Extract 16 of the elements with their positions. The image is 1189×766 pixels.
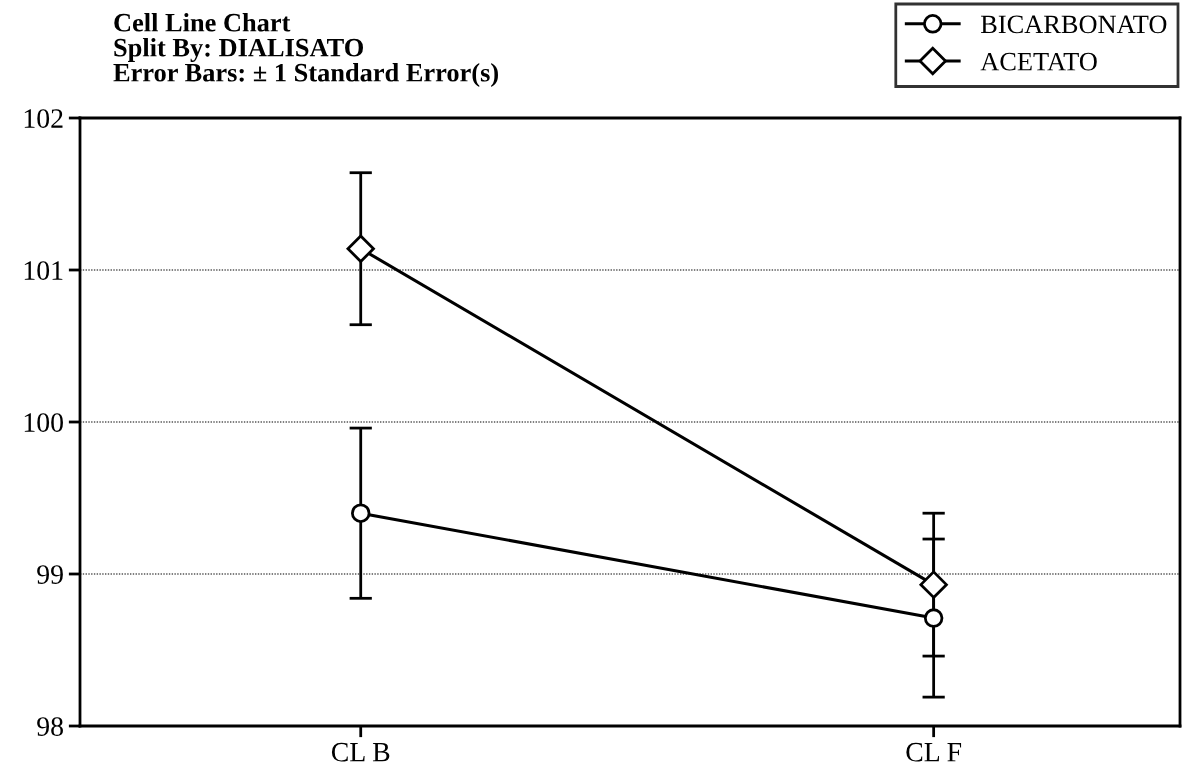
- legend-label: ACETATO: [980, 52, 1097, 71]
- point: [923, 608, 944, 628]
- text: Error Bars: ± 1 Standard Error(s): [113, 63, 498, 87]
- y-tick-label: 99: [37, 565, 63, 584]
- chart-subtitle: Split By: DIALISATO: [114, 38, 363, 62]
- point: [919, 570, 948, 599]
- legend-label: BICARBONATO: [981, 15, 1167, 34]
- y-tick-label: 100: [24, 413, 63, 432]
- x-tick-label: CL F: [906, 742, 962, 762]
- point: [346, 234, 375, 263]
- y-tick-label: 102: [24, 109, 63, 128]
- y-tick-label: 101: [24, 261, 63, 280]
- x-tick-label: CL B: [331, 742, 390, 762]
- y-tick-label: 98: [37, 717, 63, 736]
- chart-title: Cell Line Chart: [114, 13, 291, 32]
- point: [351, 503, 371, 523]
